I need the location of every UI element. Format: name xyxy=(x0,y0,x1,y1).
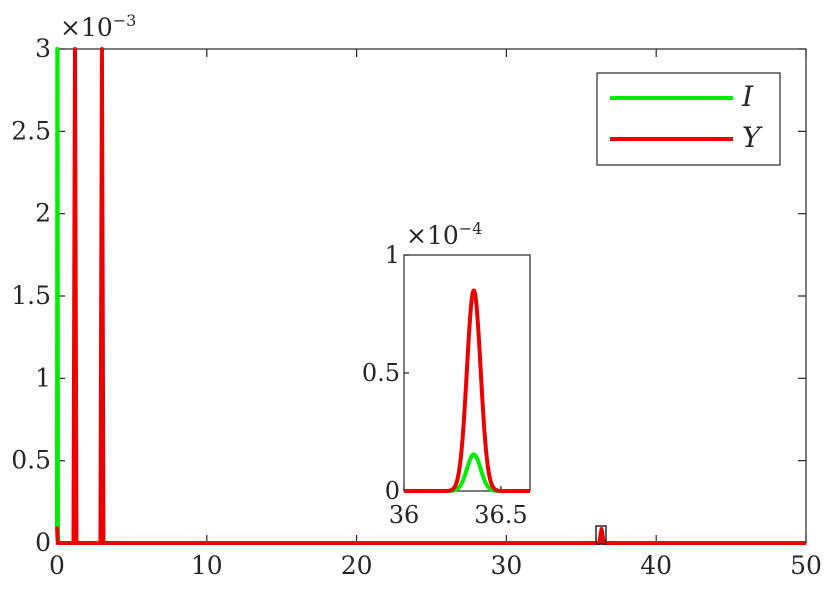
legend-box xyxy=(596,72,781,166)
x-tick-label: 0 xyxy=(49,551,65,580)
inset-y-scale-base: ×10 xyxy=(406,221,459,250)
inset-y-tick-label: 0 xyxy=(385,477,400,505)
inset-y-scale-exponent: −4 xyxy=(459,219,483,238)
legend-label-y: Y xyxy=(742,121,763,154)
inset-x-tick-label: 36 xyxy=(389,501,420,529)
y-tick-label: 0.5 xyxy=(11,446,51,475)
x-tick-label: 10 xyxy=(191,551,223,580)
x-tick-label: 30 xyxy=(490,551,522,580)
zoom-region-box xyxy=(595,525,607,545)
inset-x-tick-label: 36.5 xyxy=(474,501,527,529)
main-series xyxy=(55,47,806,545)
y-tick-label: 3 xyxy=(35,34,51,63)
main-y-scale-base: ×10 xyxy=(60,13,113,42)
main-y-scale-exponent: −3 xyxy=(113,11,137,30)
y-tick-label: 0 xyxy=(35,528,51,557)
inset-series-line-y xyxy=(402,288,532,493)
x-tick-label: 20 xyxy=(341,551,373,580)
inset-series xyxy=(402,288,532,493)
inset-ticks: 36 36.5 0 0.5 1 xyxy=(362,241,528,529)
y-tick-label: 2.5 xyxy=(11,116,51,145)
x-tick-label: 40 xyxy=(640,551,672,580)
y-tick-label: 1.5 xyxy=(11,281,51,310)
legend-label-i: I xyxy=(741,80,754,113)
legend: I Y xyxy=(596,72,781,166)
series-line-y xyxy=(55,47,806,545)
inset-y-tick-label: 0.5 xyxy=(362,359,400,387)
inset-y-scale-factor: ×10−4 xyxy=(406,219,482,250)
y-tick-label: 1 xyxy=(35,363,51,392)
y-tick-label: 2 xyxy=(35,199,51,228)
main-y-scale-factor: ×10−3 xyxy=(60,11,136,42)
inset-y-tick-label: 1 xyxy=(385,241,400,269)
x-tick-label: 50 xyxy=(790,551,822,580)
